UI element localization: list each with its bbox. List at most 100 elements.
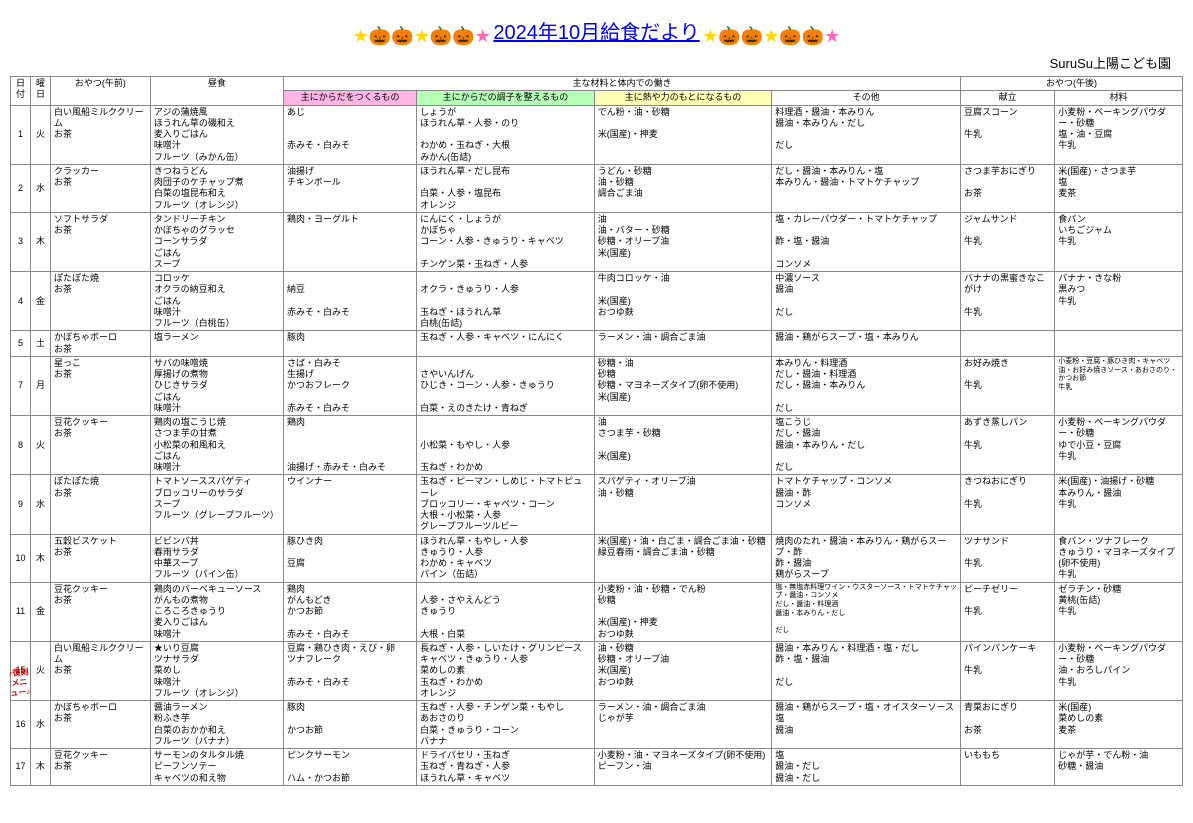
cell: 豆腐・鶏ひき肉・えび・卵 ツナフレーク 赤みそ・白みそ: [283, 641, 416, 700]
cell: 小麦粉・ベーキングパウダー・砂糖 油・おろしパイン 牛乳: [1055, 641, 1183, 700]
cell: 小麦粉・油・砂糖・でん粉 砂糖 米(国産)・押麦 おつゆ麩: [594, 582, 772, 641]
cell: 砂糖・油 砂糖 砂糖・マヨネーズタイプ(卵不使用) 米(国産): [594, 356, 772, 415]
cell: 星っこ お茶: [50, 356, 150, 415]
cell: 納豆 赤みそ・白みそ: [283, 272, 416, 331]
cell: スパゲティ・オリーブ油 油・砂糖: [594, 475, 772, 534]
cell: 米(国産)・油揚げ・砂糖 本みりん・醤油 牛乳: [1055, 475, 1183, 534]
date-cell: 1: [11, 105, 31, 164]
cell: 塩こうじ だし・醤油 醤油・本みりん・だし だし: [772, 416, 961, 475]
cell: ソフトサラダ お茶: [50, 212, 150, 271]
cell: バナナ・きな粉 黒みつ 牛乳: [1055, 272, 1183, 331]
col-c3: 主に熱や力のもとになるもの: [594, 91, 772, 105]
day-cell: 月: [30, 356, 50, 415]
cell: 豆腐スコーン 牛乳: [960, 105, 1054, 164]
cell: パインパンケーキ 牛乳: [960, 641, 1054, 700]
date-cell: 10: [11, 534, 31, 582]
cell: ウインナー: [283, 475, 416, 534]
day-cell: 木: [30, 749, 50, 786]
date-cell: 11: [11, 582, 31, 641]
col-snack-pm-group: おやつ(午後): [960, 77, 1182, 91]
col-date: 日付: [11, 77, 31, 106]
day-cell: 木: [30, 534, 50, 582]
day-cell: 火: [30, 416, 50, 475]
cell: じゃが芋・でん粉・油 砂糖・醤油: [1055, 749, 1183, 786]
cell: あずき蒸しパン 牛乳: [960, 416, 1054, 475]
cell: 塩・カレーパウダー・トマトケチャップ 酢・塩・醤油 コンソメ: [772, 212, 961, 271]
day-cell: 水: [30, 164, 50, 212]
cell: ぽたぽた焼 お茶: [50, 475, 150, 534]
cell: ラーメン・油・調合ごま油 じゃが芋: [594, 701, 772, 749]
table-row: 7月星っこ お茶サバの味噌焼 厚揚げの煮物 ひじきサラダ ごはん 味噌汁さば・白…: [11, 356, 1183, 415]
cell: だし・醤油・本みりん・塩 本みりん・醤油・トマトケチャップ: [772, 164, 961, 212]
cell: しょうが ほうれん草・人参・のり わかめ・玉ねぎ・大根 みかん(缶詰): [417, 105, 595, 164]
cell: ぽたぽた焼 お茶: [50, 272, 150, 331]
cell: 塩 醤油・だし 醤油・だし: [772, 749, 961, 786]
cell: あじ 赤みそ・白みそ: [283, 105, 416, 164]
cell: 小麦粉・油・マヨネーズタイプ(卵不使用) ピーフン・油: [594, 749, 772, 786]
title-link[interactable]: 2024年10月給食だより: [493, 22, 699, 44]
day-cell: 土: [30, 331, 50, 357]
col-lunch: 昼食: [150, 77, 283, 106]
cell: 小松菜・もやし・人参 玉ねぎ・わかめ: [417, 416, 595, 475]
decoration-left: ★🎃🎃★🎃🎃★: [353, 31, 491, 41]
decoration-right: ★🎃🎃★🎃🎃★: [702, 31, 840, 41]
table-row: 3木ソフトサラダ お茶タンドリーチキン かぼちゃのグラッセ コーンサラダ ごはん…: [11, 212, 1183, 271]
col-c4: その他: [772, 91, 961, 105]
cell: 豚肉 かつお節: [283, 701, 416, 749]
cell: さやいんげん ひじき・コーン・人参・きゅうり 白菜・えのきたけ・青ねぎ: [417, 356, 595, 415]
cell: 青菜おにぎり お茶: [960, 701, 1054, 749]
cell: [960, 331, 1054, 357]
table-row: 15♪復刻 メニュー♪火白い風船ミルククリーム お茶★いり豆腐 ツナサラダ 菜め…: [11, 641, 1183, 700]
col-ingredients-group: 主な材料と体内での働き: [283, 77, 960, 91]
cell: 塩ラーメン: [150, 331, 283, 357]
col-day: 曜日: [30, 77, 50, 106]
table-row: 8火豆花クッキー お茶鶏肉の塩こうじ焼 さつま芋の甘煮 小松菜の和風和え ごはん…: [11, 416, 1183, 475]
day-cell: 金: [30, 272, 50, 331]
table-row: 16水かぼちゃボーロ お茶醤油ラーメン 粉ふき芋 白菜のおかか和え フルーツ（バ…: [11, 701, 1183, 749]
cell: 米(国産) 菜めしの素 麦茶: [1055, 701, 1183, 749]
cell: アジの蒲焼風 ほうれん草の磯和え 麦入りごはん 味噌汁 フルーツ（みかん缶）: [150, 105, 283, 164]
cell: ジャムサンド 牛乳: [960, 212, 1054, 271]
cell: コロッケ オクラの納豆和え ごはん 味噌汁 フルーツ（白桃缶）: [150, 272, 283, 331]
cell: 食パン いちごジャム 牛乳: [1055, 212, 1183, 271]
table-header: 日付 曜日 おやつ(午前) 昼食 主な材料と体内での働き おやつ(午後) 主にか…: [11, 77, 1183, 106]
table-row: 1火白い風船ミルククリーム お茶アジの蒲焼風 ほうれん草の磯和え 麦入りごはん …: [11, 105, 1183, 164]
cell: うどん・砂糖 油・砂糖 調合ごま油: [594, 164, 772, 212]
cell: 玉ねぎ・ピーマン・しめじ・トマトピューレ ブロッコリー・キャベツ・コーン 大根・…: [417, 475, 595, 534]
table-row: 10木五穀ビスケット お茶ビビンバ丼 春雨サラダ 中華スープ フルーツ（パイン缶…: [11, 534, 1183, 582]
page-header: ★🎃🎃★🎃🎃★ 2024年10月給食だより ★🎃🎃★🎃🎃★: [10, 10, 1183, 49]
cell: 焼肉のたれ・醤油・本みりん・鶏がらスープ・酢 酢・醤油 鶏がらスープ: [772, 534, 961, 582]
cell: 鶏肉の塩こうじ焼 さつま芋の甘煮 小松菜の和風和え ごはん 味噌汁: [150, 416, 283, 475]
cell: ピーチゼリー 牛乳: [960, 582, 1054, 641]
cell: 白い風船ミルククリーム お茶: [50, 641, 150, 700]
cell: 小麦粉・ベーキングパウダー・砂糖 ゆで小豆・豆腐 牛乳: [1055, 416, 1183, 475]
date-cell: 15♪復刻 メニュー♪: [11, 641, 31, 700]
menu-table: 日付 曜日 おやつ(午前) 昼食 主な材料と体内での働き おやつ(午後) 主にか…: [10, 76, 1183, 786]
day-cell: 水: [30, 475, 50, 534]
cell: 油 油・バター・砂糖 砂糖・オリーブ油 米(国産): [594, 212, 772, 271]
cell: 人参・さやえんどう きゅうり 大根・白菜: [417, 582, 595, 641]
cell: 鶏肉 油揚げ・赤みそ・白みそ: [283, 416, 416, 475]
cell: 料理酒・醤油・本みりん 醤油・本みりん・だし だし: [772, 105, 961, 164]
cell: かぼちゃボーロ お茶: [50, 701, 150, 749]
cell: 醤油・鶏がらスープ・塩・本みりん: [772, 331, 961, 357]
cell: ほうれん草・もやし・人参 きゅうり・人参 わかめ・キャベツ パイン（缶詰）: [417, 534, 595, 582]
cell: 玉ねぎ・人参・キャベツ・にんにく: [417, 331, 595, 357]
cell: サバの味噌焼 厚揚げの煮物 ひじきサラダ ごはん 味噌汁: [150, 356, 283, 415]
col-c1: 主にからだをつくるもの: [283, 91, 416, 105]
cell: 小麦粉・豆腐・豚ひき肉・キャベツ 油・お好み焼きソース・あおさのり・かつお節 牛…: [1055, 356, 1183, 415]
date-cell: 8: [11, 416, 31, 475]
date-cell: 2: [11, 164, 31, 212]
cell: サーモンのタルタル焼 ピーフンソテー キャベツの和え物: [150, 749, 283, 786]
cell: ほうれん草・だし昆布 白菜・人参・塩昆布 オレンジ: [417, 164, 595, 212]
cell: 鶏肉 がんもどき かつお節 赤みそ・白みそ: [283, 582, 416, 641]
cell: きつねうどん 肉団子のケチャップ煮 白菜の塩昆布和え フルーツ（オレンジ）: [150, 164, 283, 212]
cell: お好み焼き 牛乳: [960, 356, 1054, 415]
cell: 鶏肉のバーベキューソース がんもの煮物 ころころきゅうり 麦入りごはん 味噌汁: [150, 582, 283, 641]
cell: ドライパセリ・玉ねぎ 玉ねぎ・青ねぎ・人参 ほうれん草・キャベツ: [417, 749, 595, 786]
cell: 油 さつま芋・砂糖 米(国産): [594, 416, 772, 475]
cell: ゼラチン・砂糖 黄桃(缶詰) 牛乳: [1055, 582, 1183, 641]
day-cell: 火: [30, 641, 50, 700]
date-cell: 4: [11, 272, 31, 331]
col-snack-am: おやつ(午前): [50, 77, 150, 106]
